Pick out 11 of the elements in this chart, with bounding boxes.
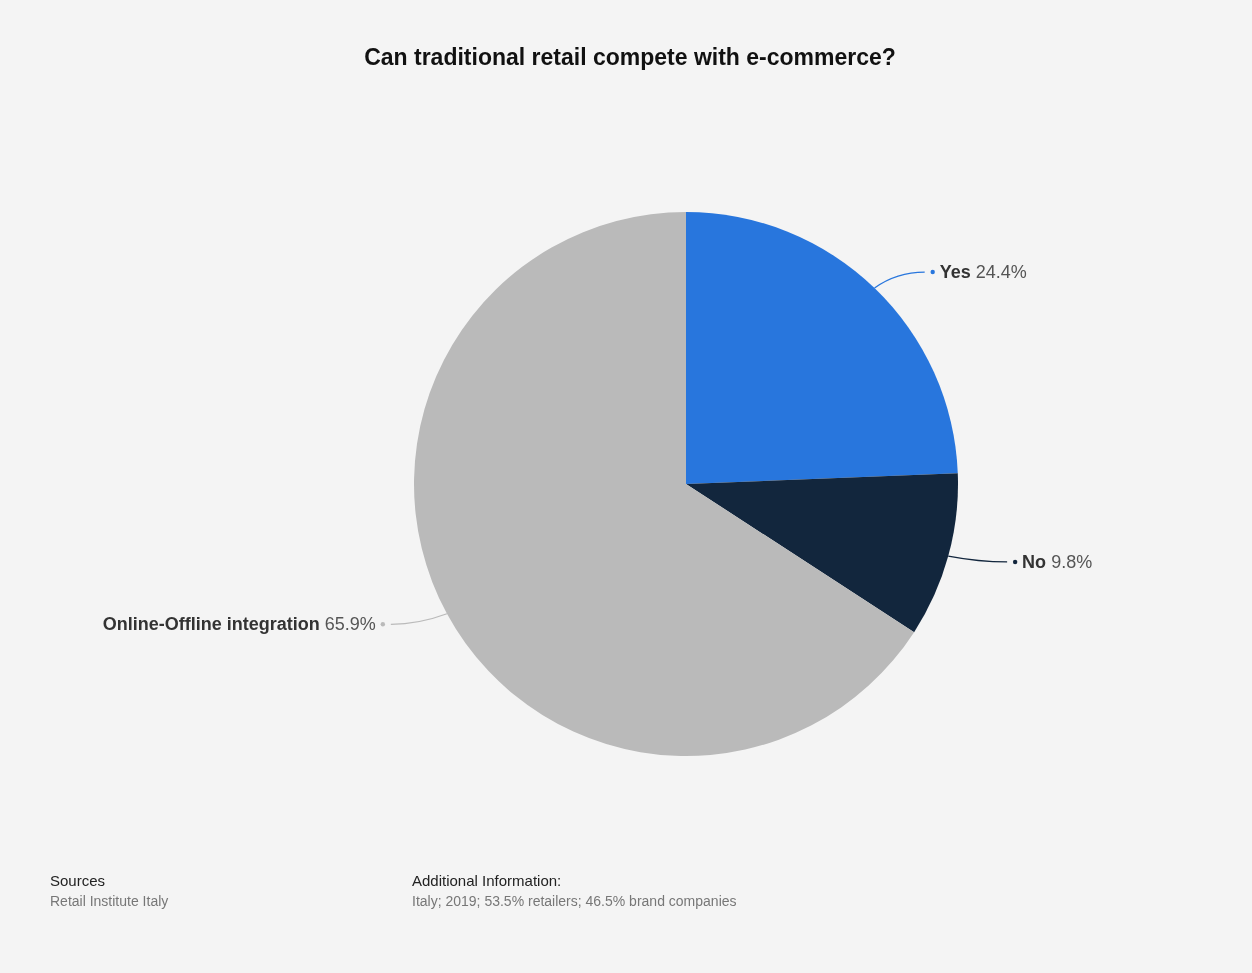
- chart-title: Can traditional retail compete with e-commerce?: [364, 44, 896, 70]
- text: Italy; 2019; 53.5% retailers; 46.5% brand companies: [412, 893, 737, 909]
- data-label: 24.4%: [975, 262, 1027, 283]
- slice-label: Yes: [939, 262, 976, 283]
- text: Retail Institute Italy: [50, 893, 169, 909]
- text: Additional Information:: [412, 872, 562, 889]
- slice-label: Online-Offline integration: [102, 614, 325, 635]
- slice-label: No: [1022, 551, 1052, 572]
- data-label: 9.8%: [1051, 551, 1093, 572]
- data-label: 65.9%: [324, 614, 376, 635]
- text: Sources: [50, 872, 106, 889]
